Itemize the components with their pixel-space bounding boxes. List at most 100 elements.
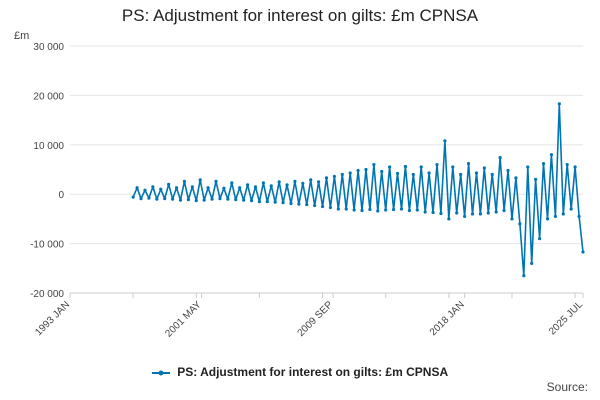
data-point[interactable] <box>541 161 546 166</box>
data-point[interactable] <box>301 181 305 185</box>
data-point[interactable] <box>518 222 522 226</box>
data-point[interactable] <box>163 197 167 201</box>
data-point[interactable] <box>131 195 135 199</box>
data-point[interactable] <box>222 186 226 190</box>
data-point[interactable] <box>332 174 336 179</box>
data-point[interactable] <box>502 208 506 213</box>
data-point[interactable] <box>202 198 206 202</box>
data-point[interactable] <box>447 217 451 221</box>
data-point[interactable] <box>368 207 372 212</box>
data-point[interactable] <box>289 201 293 206</box>
data-point[interactable] <box>470 212 475 216</box>
data-point[interactable] <box>352 208 356 212</box>
data-point[interactable] <box>498 156 502 160</box>
data-point[interactable] <box>553 214 557 219</box>
data-point[interactable] <box>218 197 222 201</box>
data-point[interactable] <box>537 237 542 241</box>
data-point[interactable] <box>324 176 329 180</box>
data-point[interactable] <box>391 207 396 212</box>
data-point[interactable] <box>443 139 447 143</box>
data-point[interactable] <box>265 200 269 204</box>
data-point[interactable] <box>253 185 258 189</box>
data-point[interactable] <box>395 171 400 176</box>
data-point[interactable] <box>281 200 285 205</box>
data-point[interactable] <box>411 172 415 177</box>
data-point[interactable] <box>376 209 380 213</box>
data-point[interactable] <box>557 102 561 106</box>
data-point[interactable] <box>238 186 242 190</box>
data-point[interactable] <box>403 164 408 169</box>
data-point[interactable] <box>478 212 482 216</box>
data-point[interactable] <box>561 212 565 216</box>
data-point[interactable] <box>419 165 423 169</box>
data-point[interactable] <box>439 211 443 216</box>
data-point[interactable] <box>427 171 431 175</box>
data-point[interactable] <box>309 178 313 182</box>
data-point[interactable] <box>494 210 498 214</box>
data-point[interactable] <box>514 176 518 180</box>
data-point[interactable] <box>526 165 530 169</box>
data-point[interactable] <box>455 211 459 215</box>
data-point[interactable] <box>506 168 510 173</box>
data-point[interactable] <box>230 181 234 185</box>
data-point[interactable] <box>463 214 467 219</box>
data-point[interactable] <box>340 172 344 177</box>
data-point[interactable] <box>459 172 463 177</box>
data-point[interactable] <box>581 250 585 254</box>
data-point[interactable] <box>431 210 435 215</box>
data-point[interactable] <box>273 200 277 204</box>
data-point[interactable] <box>269 184 273 188</box>
data-point[interactable] <box>285 183 289 187</box>
data-point[interactable] <box>139 197 143 201</box>
data-point[interactable] <box>242 198 246 202</box>
data-point[interactable] <box>194 199 198 203</box>
data-point[interactable] <box>277 180 281 184</box>
data-point[interactable] <box>451 165 455 169</box>
data-point[interactable] <box>360 208 364 213</box>
data-point[interactable] <box>151 185 155 189</box>
data-point[interactable] <box>522 274 526 278</box>
data-point[interactable] <box>380 169 384 174</box>
data-point[interactable] <box>569 207 573 211</box>
data-point[interactable] <box>293 179 297 183</box>
data-point[interactable] <box>372 162 376 167</box>
data-point[interactable] <box>147 196 151 200</box>
data-point[interactable] <box>423 210 427 214</box>
data-point[interactable] <box>356 168 360 173</box>
data-point[interactable] <box>415 208 419 212</box>
data-point[interactable] <box>143 188 147 192</box>
data-point[interactable] <box>530 261 534 265</box>
data-point[interactable] <box>565 162 569 167</box>
data-point[interactable] <box>245 183 250 187</box>
data-point[interactable] <box>297 202 301 206</box>
data-point[interactable] <box>328 205 333 210</box>
data-point[interactable] <box>490 172 494 177</box>
data-point[interactable] <box>384 208 388 212</box>
data-point[interactable] <box>573 165 577 169</box>
data-point[interactable] <box>182 179 187 183</box>
data-point[interactable] <box>186 198 190 202</box>
data-point[interactable] <box>320 204 325 209</box>
data-point[interactable] <box>534 177 538 181</box>
data-point[interactable] <box>510 217 514 221</box>
data-point[interactable] <box>249 199 254 203</box>
data-point[interactable] <box>545 217 550 221</box>
data-point[interactable] <box>313 203 317 208</box>
data-point[interactable] <box>190 185 194 189</box>
data-point[interactable] <box>486 211 490 215</box>
data-point[interactable] <box>474 171 479 175</box>
data-point[interactable] <box>399 207 404 211</box>
data-point[interactable] <box>577 214 581 219</box>
data-point[interactable] <box>257 200 262 204</box>
data-point[interactable] <box>407 208 411 213</box>
data-point[interactable] <box>159 187 163 191</box>
data-point[interactable] <box>344 207 348 211</box>
data-point[interactable] <box>167 182 171 186</box>
data-point[interactable] <box>305 202 309 207</box>
data-point[interactable] <box>317 180 321 184</box>
data-point[interactable] <box>174 186 179 190</box>
data-point[interactable] <box>155 197 159 201</box>
data-point[interactable] <box>388 165 392 169</box>
data-point[interactable] <box>482 166 486 170</box>
data-point[interactable] <box>210 197 214 201</box>
